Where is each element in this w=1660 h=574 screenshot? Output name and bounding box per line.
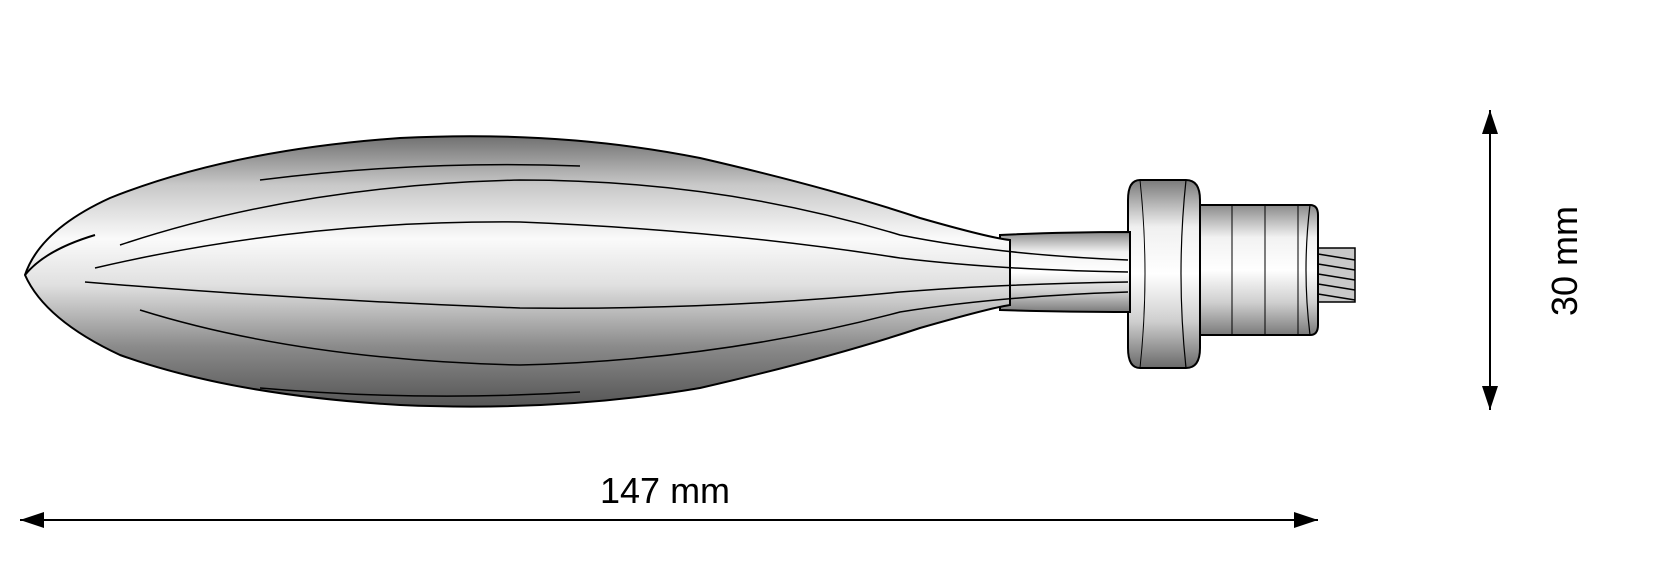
- finial-drawing: [0, 0, 1660, 574]
- leaf-body: [25, 136, 1010, 406]
- dimension-horizontal: [20, 512, 1318, 528]
- dimension-vertical: [1482, 110, 1498, 410]
- dimension-vertical-label: 30 mm: [1544, 206, 1586, 316]
- connector: [1200, 205, 1318, 335]
- thread: [1318, 248, 1355, 302]
- drawing-canvas: 147 mm 30 mm: [0, 0, 1660, 574]
- collar: [1128, 180, 1200, 368]
- dimension-horizontal-label: 147 mm: [600, 470, 730, 512]
